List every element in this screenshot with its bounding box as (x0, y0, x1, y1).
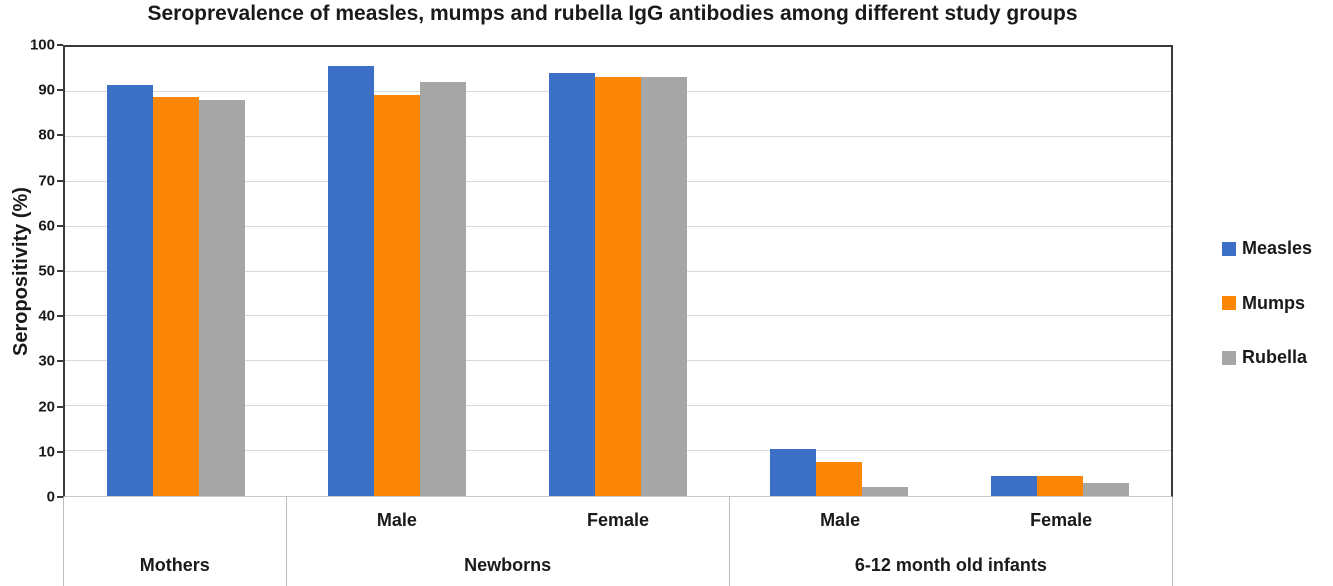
y-tick-label-60: 60 (38, 217, 55, 235)
y-tick-label-90: 90 (38, 81, 55, 99)
bar-measles-newborns-male (327, 65, 374, 496)
x-sublabel-male-3: Male (728, 497, 951, 544)
y-tick-mark (57, 450, 63, 453)
y-tick-label-10: 10 (38, 443, 55, 461)
y-tick-label-0: 0 (46, 488, 55, 506)
legend-label: Rubella (1242, 347, 1308, 368)
x-group-label-6-12-month-old-infants: 6-12 month old infants (728, 544, 1172, 586)
legend-label: Measles (1242, 238, 1313, 258)
bar-measles-6-12-month-old-infants-female (991, 476, 1038, 496)
x-group-label-mothers: Mothers (139, 554, 210, 575)
y-tick-label-80: 80 (38, 126, 55, 144)
x-sublabel-female-4: Female (1030, 510, 1093, 530)
legend-item-mumps: Mumps (1222, 293, 1312, 315)
y-tick-label-50: 50 (38, 262, 55, 280)
plot-area (63, 45, 1173, 497)
bar-rubella-6-12-month-old-infants-male (862, 487, 909, 496)
bar-mumps-newborns-female (595, 76, 641, 496)
x-sublabel-female-2: Female (586, 510, 649, 530)
y-tick-label-20: 20 (38, 398, 55, 416)
legend-item-rubella: Rubella (1222, 347, 1312, 369)
subcategory-row: Male Female Male Female (64, 497, 1172, 544)
bar-rubella-6-12-month-old-infants-female (1083, 483, 1130, 496)
bar-measles-6-12-month-old-infants-male (770, 449, 817, 496)
y-tick-mark (57, 315, 63, 318)
y-axis-tick-marks (57, 44, 63, 498)
category-slot-6-12-month-old-infants-female (950, 47, 1171, 496)
category-slot-mothers (65, 47, 286, 496)
y-tick-mark (57, 270, 63, 272)
measles-swatch-icon (1222, 241, 1236, 256)
legend-item-measles: Measles (1222, 238, 1312, 260)
y-tick-mark (57, 496, 63, 498)
y-tick-mark (57, 89, 63, 92)
category-slot-newborns-male (286, 47, 507, 496)
category-axis-table: Male Female Male Female Mothers Newborns 6-12… (63, 497, 1173, 586)
y-tick-mark (57, 134, 63, 137)
y-tick-label-100: 100 (29, 36, 55, 54)
bars-layer (65, 47, 1171, 496)
legend-label: Mumps (1242, 292, 1305, 313)
bar-measles-newborns-female (549, 73, 595, 496)
y-tick-mark (57, 360, 63, 363)
x-group-label-newborns: Newborns (285, 544, 729, 586)
rubella-swatch-icon (1222, 350, 1236, 365)
bar-rubella-newborns-male (419, 82, 466, 496)
bar-rubella-mothers (198, 100, 245, 496)
y-tick-mark (57, 405, 63, 408)
mumps-swatch-icon (1222, 296, 1236, 311)
y-tick-label-70: 70 (38, 172, 55, 190)
chart-title: Seroprevalence of measles, mumps and rub… (147, 2, 1078, 25)
bar-mumps-6-12-month-old-infants-male (816, 462, 863, 496)
legend: Measles Mumps Rubella (1222, 238, 1312, 369)
group-row: Mothers Newborns 6-12 month old infants (64, 544, 1172, 586)
category-slot-6-12-month-old-infants-male (729, 47, 950, 496)
y-tick-mark (57, 179, 63, 182)
bar-mumps-mothers (152, 97, 199, 496)
x-sublabel-male-1: Male (285, 497, 508, 544)
y-tick-label-40: 40 (38, 307, 55, 325)
y-tick-mark (57, 44, 63, 46)
x-sublabel-empty (64, 497, 286, 544)
bar-rubella-newborns-female (641, 76, 687, 496)
y-tick-label-30: 30 (38, 352, 55, 370)
bar-mumps-newborns-male (373, 95, 420, 496)
bar-measles-mothers (106, 85, 153, 496)
y-tick-mark (57, 224, 63, 227)
y-axis-tick-labels: 0 10 20 30 40 50 60 70 80 90 100 (0, 38, 55, 505)
bar-mumps-6-12-month-old-infants-female (1037, 476, 1084, 496)
category-slot-newborns-female (507, 47, 728, 496)
